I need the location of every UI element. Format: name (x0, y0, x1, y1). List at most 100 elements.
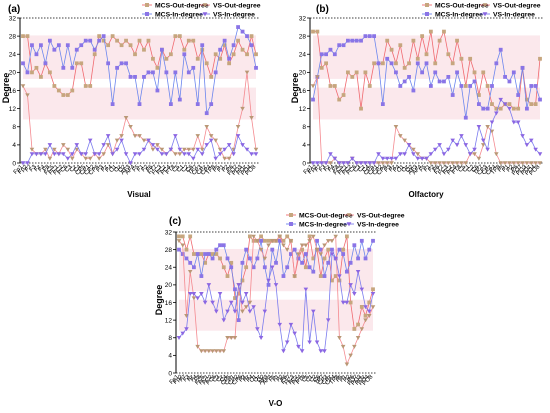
data-point (137, 102, 142, 106)
x-tick-label: Pz (388, 164, 397, 173)
data-point (255, 327, 260, 332)
data-point (328, 161, 333, 166)
data-point (190, 156, 196, 161)
data-point (249, 115, 254, 120)
data-point (516, 106, 521, 111)
data-point (307, 340, 312, 345)
data-point (525, 106, 529, 111)
data-point (43, 152, 48, 157)
data-point (97, 38, 102, 43)
y-tick-label: 0 (168, 370, 172, 377)
data-point (468, 84, 473, 88)
data-point (310, 161, 316, 166)
data-point (281, 238, 286, 243)
data-point (105, 134, 111, 139)
data-point (222, 147, 227, 152)
data-point (218, 56, 223, 61)
data-point (380, 102, 385, 106)
data-point (227, 56, 232, 61)
data-point (277, 322, 283, 327)
data-point (188, 260, 193, 265)
data-point (101, 38, 106, 43)
data-point (218, 47, 223, 52)
data-point (52, 47, 57, 52)
data-point (324, 52, 328, 57)
data-point (155, 143, 160, 148)
data-point (537, 161, 543, 166)
data-point (262, 265, 267, 270)
data-point (43, 61, 48, 66)
data-point (359, 38, 363, 43)
legend-marker (482, 3, 488, 8)
x-tick-label: C4 (73, 164, 83, 174)
data-point (210, 300, 215, 305)
data-point (204, 61, 209, 66)
data-point (177, 34, 182, 39)
data-point (119, 43, 124, 48)
data-point (243, 291, 249, 296)
data-point (231, 152, 236, 157)
data-point (394, 61, 398, 66)
data-point (314, 340, 320, 345)
data-point (214, 252, 219, 256)
data-point (159, 152, 165, 157)
data-point (376, 161, 381, 166)
data-point (159, 147, 165, 152)
data-point (240, 309, 245, 314)
data-point (225, 309, 230, 314)
x-tick-label: C2 (309, 374, 319, 384)
y-tick-label: 0 (302, 160, 306, 167)
data-point (329, 239, 335, 244)
legend-marker (425, 12, 429, 16)
data-point (354, 38, 359, 43)
data-point (324, 61, 328, 66)
legend: MCS-Out-degree VS-Out-degree MCS-In-degree… (286, 212, 405, 228)
data-point (277, 238, 282, 243)
data-point (236, 25, 240, 29)
data-point (236, 38, 240, 43)
data-point (340, 300, 346, 305)
data-point (177, 97, 182, 102)
data-point (318, 247, 323, 252)
data-point (299, 349, 305, 354)
data-point (186, 38, 191, 43)
data-point (367, 34, 372, 39)
data-point (380, 156, 386, 161)
data-point (34, 152, 39, 157)
x-tick-label: C1 (176, 164, 186, 174)
data-point (524, 161, 530, 166)
data-point (195, 296, 200, 301)
x-tick-label: F7 (24, 164, 34, 174)
data-point (481, 70, 486, 75)
data-point (141, 138, 147, 143)
data-point (142, 47, 146, 52)
x-tick-label: F8 (331, 164, 341, 174)
data-point (155, 147, 160, 152)
data-point (202, 300, 208, 305)
data-point (472, 147, 477, 152)
x-tick-label: Oz (253, 374, 263, 384)
data-point (20, 161, 26, 166)
data-point (240, 143, 245, 148)
data-point (511, 106, 516, 111)
data-point (341, 43, 346, 48)
data-point (232, 336, 238, 341)
data-point (455, 70, 459, 75)
data-point (370, 305, 376, 310)
data-point (319, 52, 324, 57)
x-tick-label: F7 (179, 374, 189, 384)
legend-marker (289, 213, 293, 217)
data-point (424, 61, 429, 66)
x-tick-label: P5 (212, 164, 222, 174)
data-point (454, 161, 460, 166)
x-tick-label: F4 (190, 374, 200, 384)
data-point (128, 161, 133, 166)
data-point (266, 278, 271, 283)
data-point (318, 349, 324, 354)
data-point (533, 84, 538, 88)
data-point (420, 70, 425, 75)
data-point (402, 79, 407, 84)
data-point (363, 313, 368, 318)
data-point (164, 56, 169, 61)
data-point (186, 147, 192, 152)
